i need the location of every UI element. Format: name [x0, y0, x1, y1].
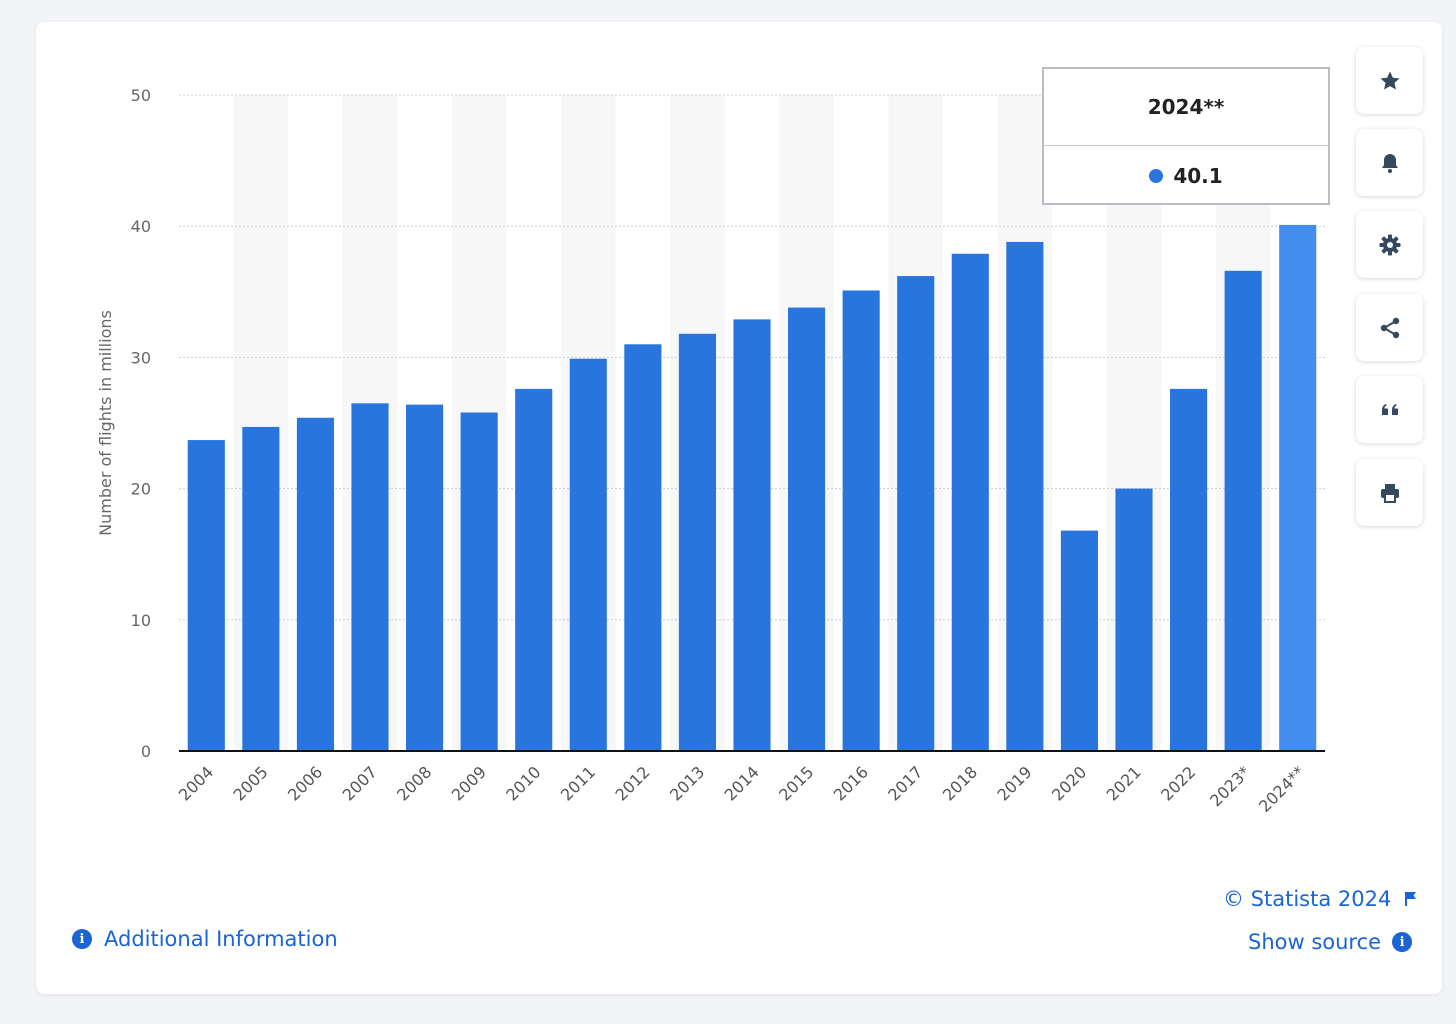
x-tick-label: 2017	[884, 762, 926, 804]
bar	[242, 426, 280, 751]
printer-icon	[1380, 483, 1399, 503]
bar	[515, 388, 553, 751]
bar	[1170, 388, 1208, 751]
additional-information-link[interactable]: i Additional Information	[72, 927, 338, 951]
x-tick-label: 2016	[830, 762, 872, 804]
bar	[842, 290, 880, 751]
x-tick-label: 2004	[175, 762, 217, 804]
info-icon: i	[1392, 932, 1413, 952]
y-tick-label: 20	[131, 480, 151, 499]
y-tick-label: 0	[141, 742, 151, 761]
flag-icon	[1405, 892, 1417, 906]
x-tick-label: 2015	[775, 762, 817, 804]
additional-information-text: Additional Information	[104, 927, 338, 951]
copyright-text: © Statista 2024	[1223, 887, 1392, 911]
series-dot-icon	[1149, 169, 1164, 183]
bar	[460, 412, 498, 751]
print-button[interactable]	[1356, 459, 1423, 526]
bar	[406, 404, 444, 751]
bar	[1279, 224, 1317, 751]
x-tick-label: 2007	[339, 762, 381, 804]
favorite-button[interactable]	[1356, 47, 1423, 114]
x-tick-label: 2023*	[1206, 762, 1254, 810]
y-axis-title: Number of flights in millions	[96, 310, 115, 536]
gear-icon	[1379, 234, 1400, 255]
bar	[678, 333, 716, 751]
y-tick-label: 50	[131, 86, 151, 105]
show-source-link[interactable]: Show source i	[1248, 930, 1413, 954]
bar	[624, 344, 662, 751]
x-tick-label: 2009	[448, 762, 490, 804]
bar	[1060, 530, 1098, 751]
quote-icon	[1381, 403, 1398, 415]
x-tick-label: 2011	[557, 762, 599, 804]
copyright-link[interactable]: © Statista 2024	[1223, 887, 1419, 911]
x-tick-label: 2024**	[1255, 762, 1309, 816]
bar	[951, 253, 989, 751]
tooltip-title: 2024**	[1044, 69, 1328, 146]
bar	[788, 307, 826, 751]
bar	[569, 358, 607, 751]
bar	[733, 319, 771, 751]
settings-button[interactable]	[1356, 211, 1423, 278]
x-tick-label: 2005	[229, 762, 271, 804]
share-button[interactable]	[1356, 294, 1423, 361]
x-tick-label: 2018	[939, 762, 981, 804]
x-tick-label: 2006	[284, 762, 326, 804]
bar	[1006, 241, 1044, 751]
tooltip-value-row: 40.1	[1044, 146, 1328, 206]
x-tick-label: 2013	[666, 762, 708, 804]
bar	[187, 440, 225, 751]
bar	[296, 417, 334, 751]
y-tick-label: 10	[131, 611, 151, 630]
x-tick-label: 2019	[993, 762, 1035, 804]
x-tick-label: 2012	[611, 762, 653, 804]
x-tick-label: 2022	[1157, 762, 1199, 804]
x-tick-label: 2014	[721, 762, 763, 804]
chart-tooltip: 2024** 40.1	[1042, 67, 1330, 205]
bar	[1115, 488, 1153, 751]
tooltip-value: 40.1	[1173, 164, 1223, 188]
x-tick-label: 2008	[393, 762, 435, 804]
bar	[897, 276, 935, 751]
y-tick-label: 40	[131, 217, 151, 236]
x-tick-label: 2010	[502, 762, 544, 804]
y-tick-label: 30	[131, 348, 151, 367]
bar	[351, 403, 389, 751]
share-icon	[1380, 317, 1399, 338]
star-icon	[1380, 71, 1399, 89]
bar	[1224, 270, 1262, 751]
x-tick-label: 2020	[1048, 762, 1090, 804]
info-icon: i	[72, 929, 92, 949]
show-source-text: Show source	[1248, 930, 1382, 954]
x-tick-label: 2021	[1103, 762, 1145, 804]
notification-button[interactable]	[1356, 129, 1423, 196]
cite-button[interactable]	[1356, 376, 1423, 443]
bell-icon	[1381, 153, 1398, 173]
